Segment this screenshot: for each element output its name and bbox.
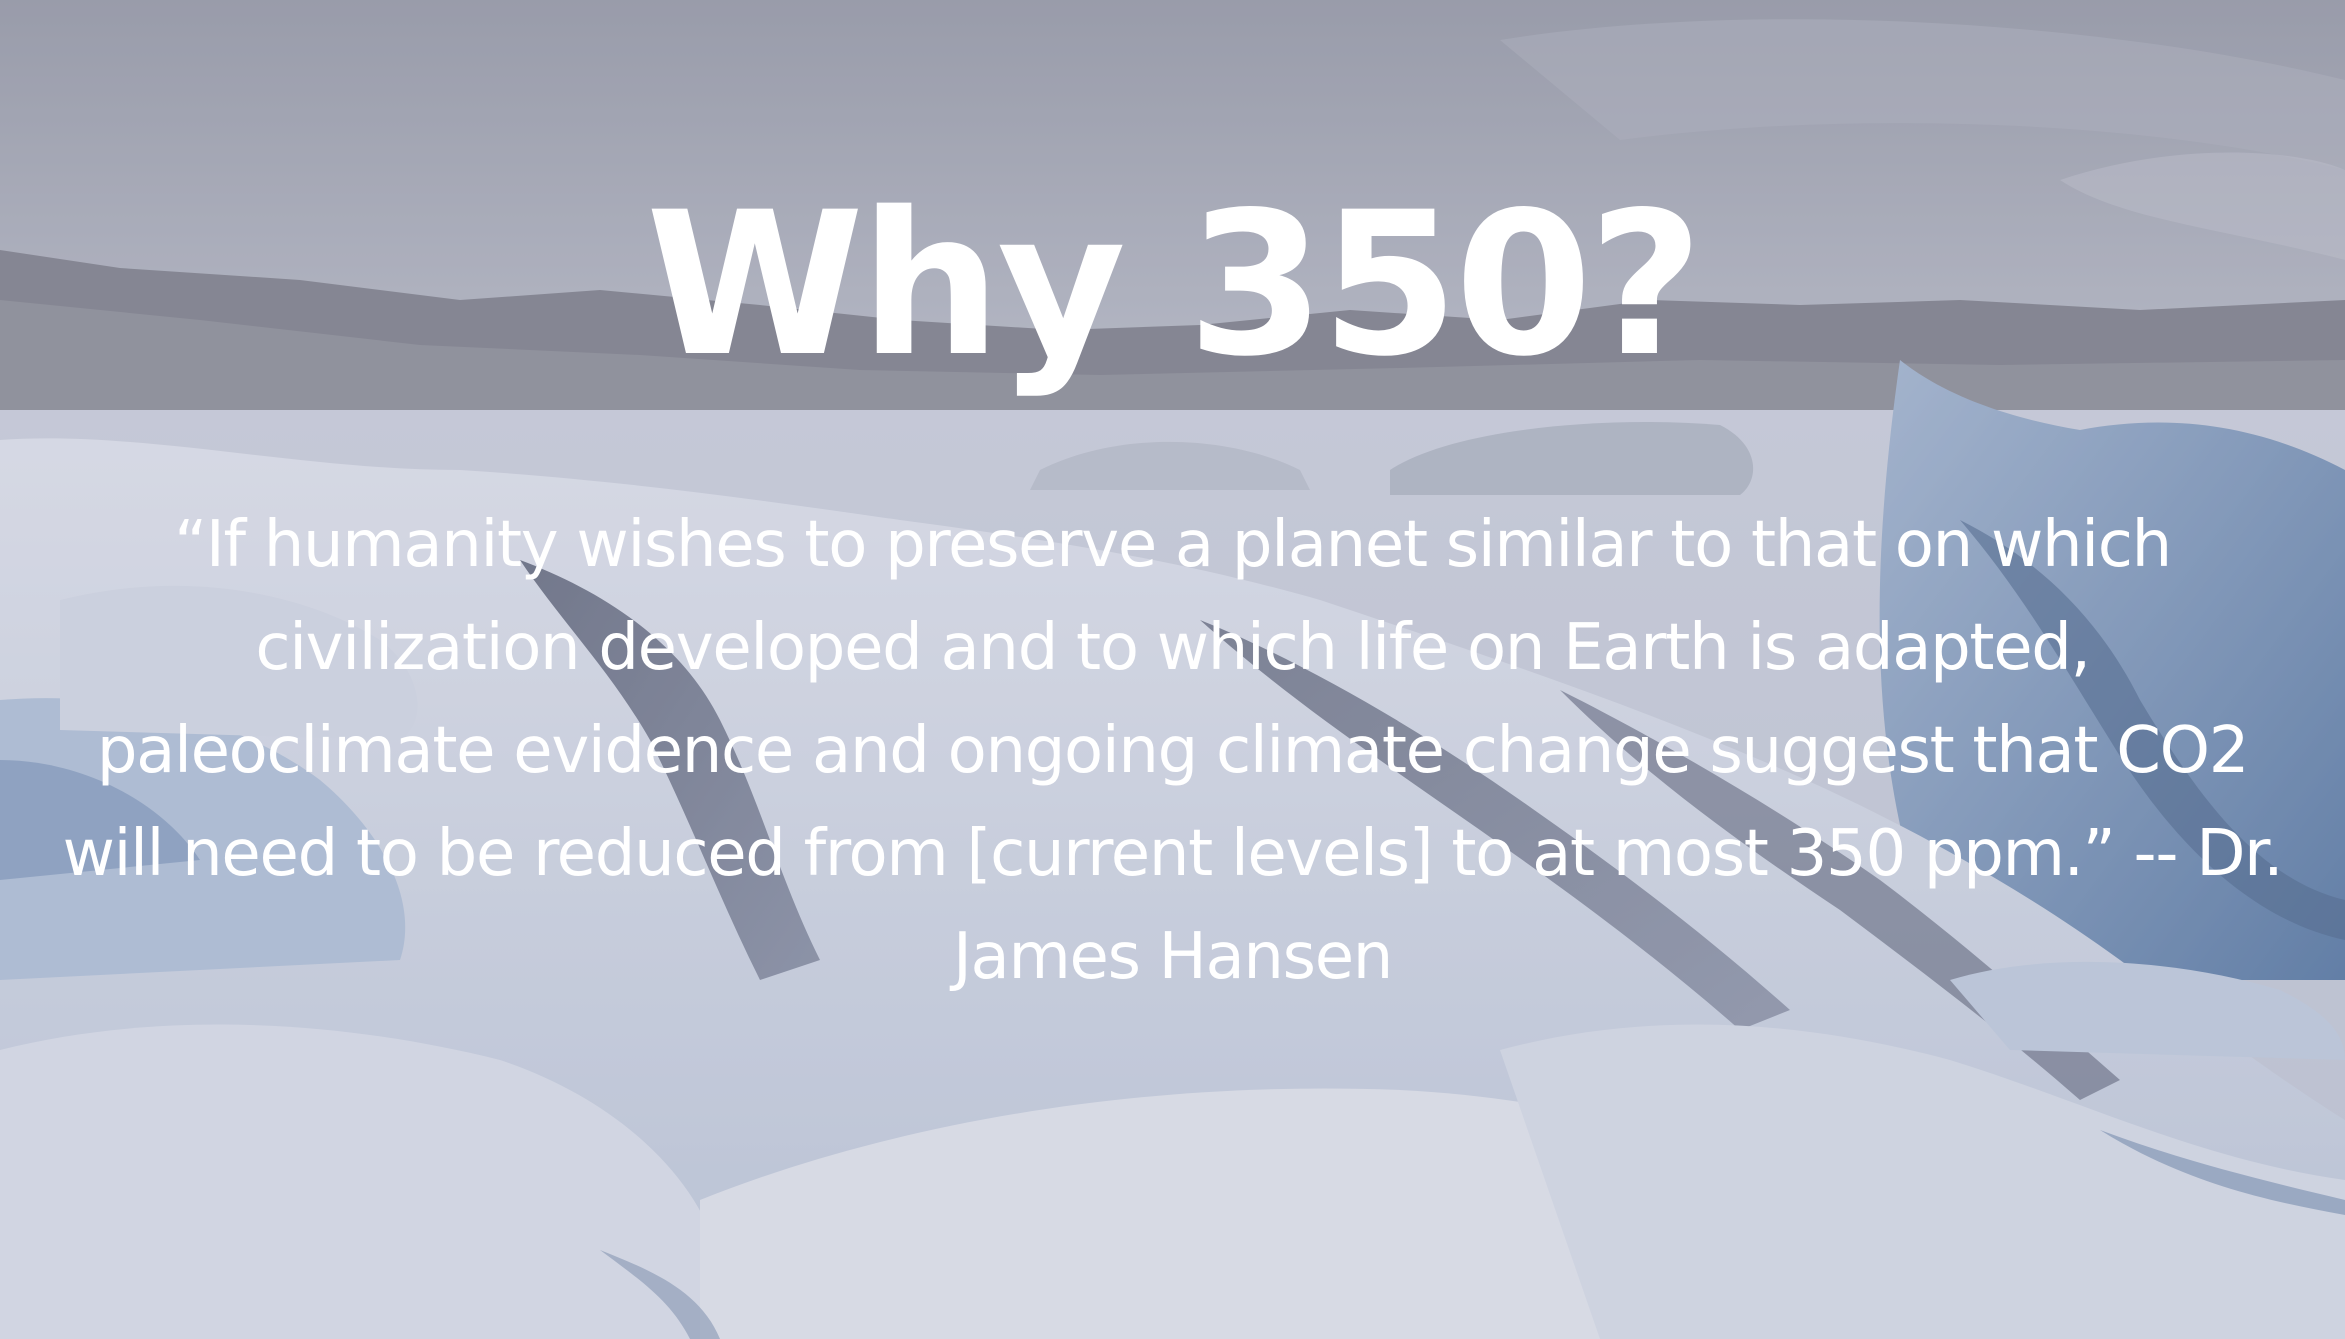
hansen-quote: “If humanity wishes to preserve a planet… [62,508,2284,994]
page-title: Why 350? [645,169,1704,400]
